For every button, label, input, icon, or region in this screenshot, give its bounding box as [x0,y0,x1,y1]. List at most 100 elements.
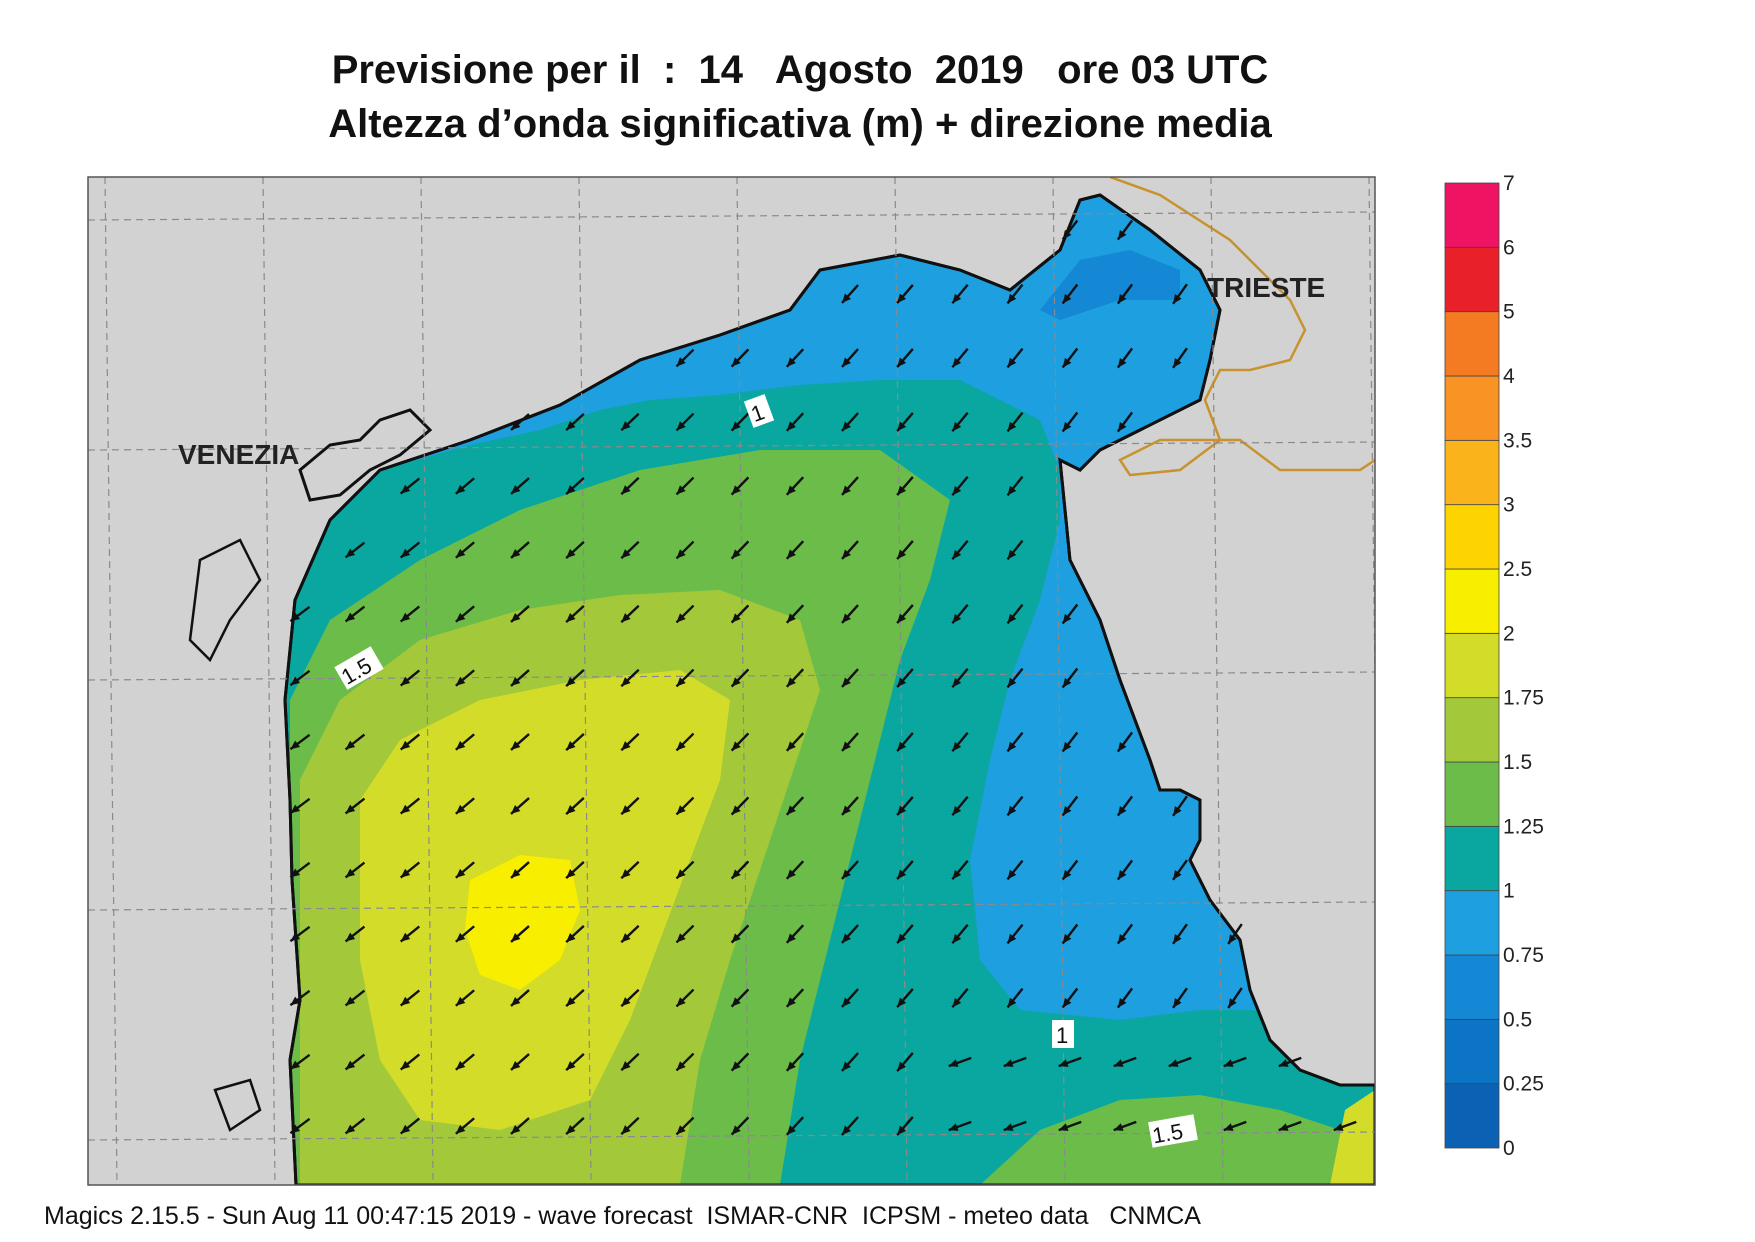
wave-direction-arrow [675,1116,695,1136]
wave-direction-arrow [455,541,475,559]
colorbar-tick-label: 4 [1503,365,1515,388]
wave-direction-arrow [399,477,421,495]
colorbar-swatch [1444,761,1500,827]
wave-direction-arrow [841,860,859,880]
wave-direction-arrow [730,796,750,816]
colorbar-swatch [1444,1083,1500,1149]
wave-direction-arrow [1006,731,1024,753]
wave-direction-arrow [1061,411,1079,433]
wave-direction-arrow [1006,667,1024,689]
colorbar-tick-label: 2.5 [1503,558,1532,581]
wave-direction-arrow [675,924,695,944]
colorbar-tick-label: 5 [1503,301,1515,324]
wave-direction-arrow [399,797,421,815]
wave-direction-arrow [896,796,914,816]
wave-direction-arrow [399,733,421,751]
wave-direction-arrow [620,1052,640,1072]
wave-direction-arrow [510,413,530,431]
wave-direction-arrow [675,668,695,688]
graticule-parallel [88,211,1375,221]
wave-direction-arrow [896,668,914,688]
wave-direction-arrow [841,1116,859,1136]
wave-direction-arrow [1061,219,1079,241]
wave-direction-arrow [1116,731,1134,753]
graticule-parallel [88,901,1375,911]
wave-direction-arrow [1116,859,1134,881]
wave-direction-arrow [565,605,585,623]
wave-direction-arrow [289,1053,311,1071]
wave-direction-arrow [675,476,695,496]
sea-fields [285,195,1375,1185]
colorbar-tick-label: 3.5 [1503,429,1532,452]
wave-direction-arrow [510,605,530,623]
wave-direction-arrow [841,412,859,432]
wave-direction-arrow [565,1053,585,1071]
wave-direction-arrow [565,797,585,815]
wave-direction-arrow [1113,1120,1137,1132]
wave-direction-arrow [675,604,695,624]
wave-direction-arrow [1006,987,1024,1009]
wave-direction-arrow [289,669,311,687]
wave-direction-arrow [730,348,750,368]
colorbar-swatch [1444,697,1500,763]
colorbar-swatch [1444,890,1500,956]
map-title-line1: Previsione per il : 14 Agosto 2019 ore 0… [331,48,1269,92]
wave-direction-arrow [510,797,530,815]
wave-direction-arrow [1223,1120,1247,1132]
wave-direction-arrow [1003,1056,1027,1068]
wave-direction-arrow [620,412,640,432]
wave-direction-arrow [455,989,475,1007]
wave-direction-arrow [510,541,530,559]
wave-direction-arrow [289,605,311,623]
wave-direction-arrow [1116,987,1134,1009]
wave-direction-arrow [1006,347,1024,369]
wave-direction-arrow [951,668,969,688]
wave-direction-arrow [1061,283,1079,305]
wave-direction-arrow [730,732,750,752]
wave-direction-arrow [841,284,859,304]
wave-direction-arrow [289,733,311,751]
wave-direction-arrow [510,1117,530,1135]
wave-direction-arrow [896,860,914,880]
wave-direction-arrow [1116,795,1134,817]
wave-direction-arrow [455,477,475,495]
wave-direction-arrow [289,1117,311,1135]
wave-direction-arrow [620,476,640,496]
coastline-line [283,193,1375,1185]
wave-direction-arrow [455,925,475,943]
wave-direction-arrow [951,732,969,752]
wave-direction-arrow [344,989,366,1007]
wave-direction-arrow [620,1116,640,1136]
svg-text:1.5: 1.5 [1150,1119,1184,1149]
wave-direction-arrow [1061,603,1079,625]
wave-direction-arrow [620,668,640,688]
wave-direction-arrow [785,860,805,880]
wave-direction-arrow [841,988,859,1008]
wave-direction-arrow [399,1053,421,1071]
wave-direction-arrow [675,348,695,368]
wave-direction-arrow [1113,1056,1137,1068]
wave-direction-arrow [785,1116,805,1136]
colorbar-swatch [1444,311,1500,377]
colorbar-tick-label: 1 [1503,880,1515,903]
lagoon-islets [188,538,262,663]
colorbar-swatch [1444,375,1500,441]
wave-direction-arrow [1227,923,1243,945]
colorbar-tick-label: 7 [1503,172,1515,195]
wave-direction-arrow [1006,411,1024,433]
wave-direction-arrow [620,540,640,560]
wave-direction-arrow [344,797,366,815]
wave-direction-arrow [344,733,366,751]
wave-direction-arrow [951,284,969,304]
wave-direction-arrow [510,925,530,943]
wave-direction-arrow [841,540,859,560]
wave-direction-arrow [675,796,695,816]
colorbar-tick-label: 1.75 [1503,687,1544,710]
wave-direction-arrow [951,540,969,560]
wave-direction-arrow [785,476,805,496]
wave-direction-arrow [730,668,750,688]
wave-direction-arrow [399,861,421,879]
wave-direction-arrow [1061,347,1079,369]
wave-direction-arrow [344,605,366,623]
